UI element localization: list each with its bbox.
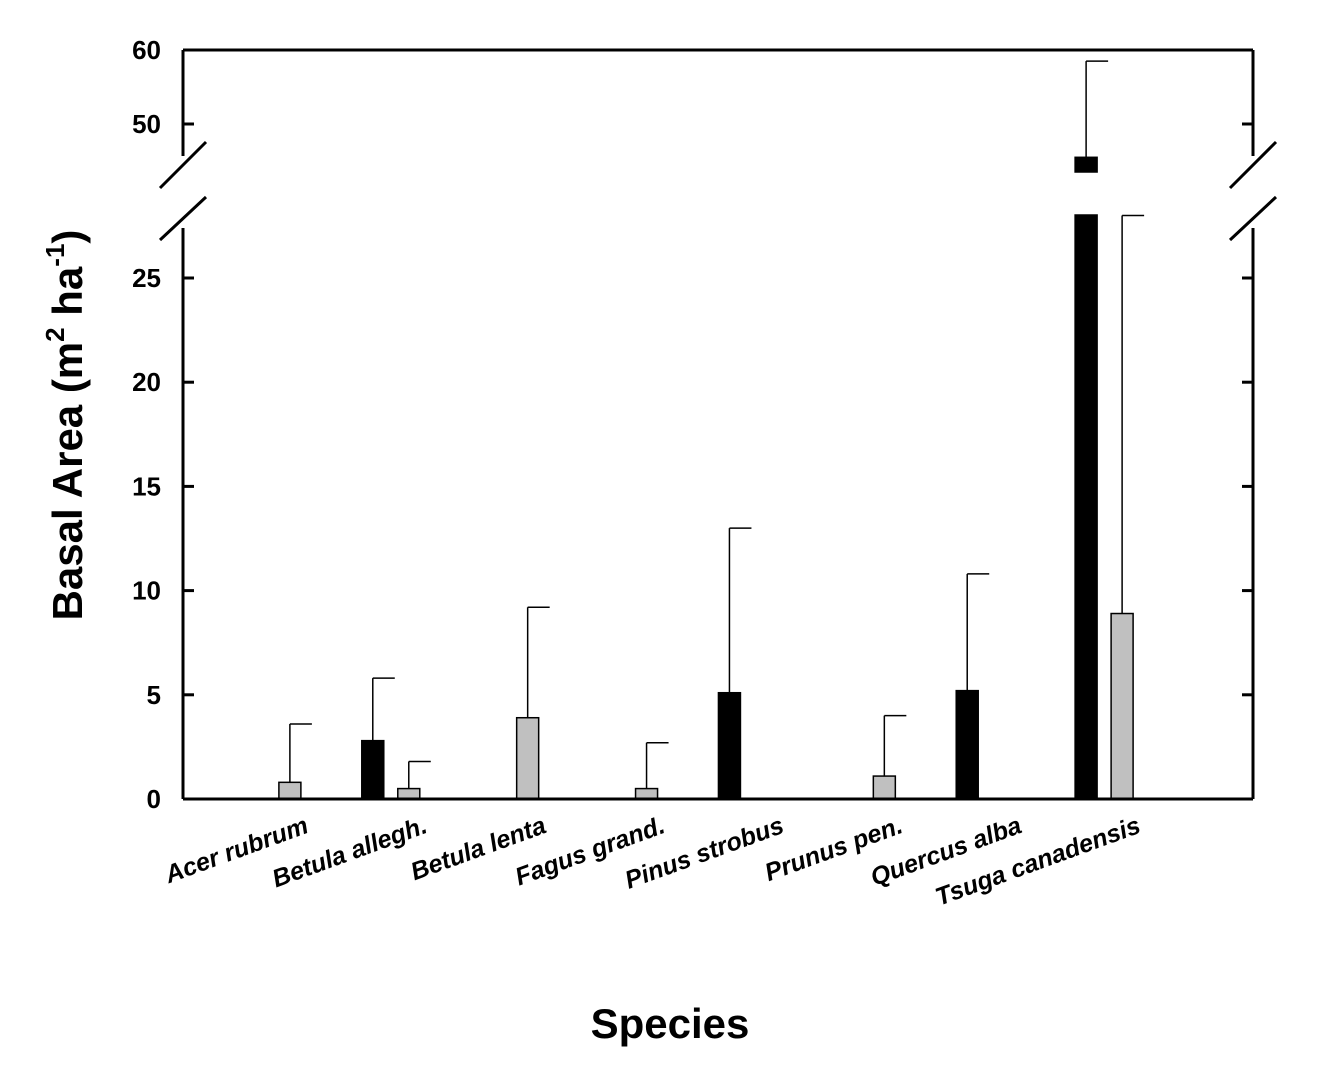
y-axis-title-main: Basal Area (m	[44, 342, 91, 621]
y-tick-label-15: 15	[132, 471, 161, 501]
bar-gray-2	[515, 716, 540, 800]
right-axis-break-mark-upper	[1228, 140, 1278, 190]
bar-black-4	[717, 691, 742, 800]
bar-gray-1	[397, 787, 421, 800]
bar-black-7-upper	[1074, 156, 1098, 173]
bar-black-1	[361, 739, 385, 800]
bar-gray-5	[872, 775, 897, 800]
y-tick-label-5: 5	[147, 680, 161, 710]
bar-black-7-lower	[1074, 214, 1098, 800]
left-axis-break-mark-lower	[158, 195, 208, 242]
y-axis-title-sup1: 2	[40, 327, 70, 341]
y-axis-title-sup2: -1	[40, 244, 70, 267]
bar-gray-7	[1110, 612, 1134, 800]
category-label-7: Tsuga canadensis	[932, 811, 1144, 911]
bars-layer	[278, 60, 1145, 800]
y-axis-title-end: )	[44, 230, 91, 244]
y-tick-label-20: 20	[132, 367, 161, 397]
left-axis-break-mark-upper	[158, 140, 208, 190]
plot-frame	[158, 48, 1278, 801]
bar-gray-0	[278, 781, 302, 800]
y-ticks-layer: 0 5 10 15 20 25 50 60	[132, 35, 1253, 814]
y-tick-label-50: 50	[132, 109, 161, 139]
bar-gray-3	[634, 787, 659, 800]
bar-black-6	[955, 689, 979, 800]
right-axis-break-mark-lower	[1228, 195, 1278, 242]
y-tick-label-10: 10	[132, 576, 161, 606]
y-axis-title-mid: ha	[44, 266, 91, 327]
y-tick-label-60: 60	[132, 35, 161, 65]
y-tick-label-0: 0	[147, 784, 161, 814]
y-tick-label-25: 25	[132, 263, 161, 293]
x-axis-title: Species	[591, 1000, 750, 1047]
y-axis-title: Basal Area (m2 ha-1)	[40, 230, 91, 621]
